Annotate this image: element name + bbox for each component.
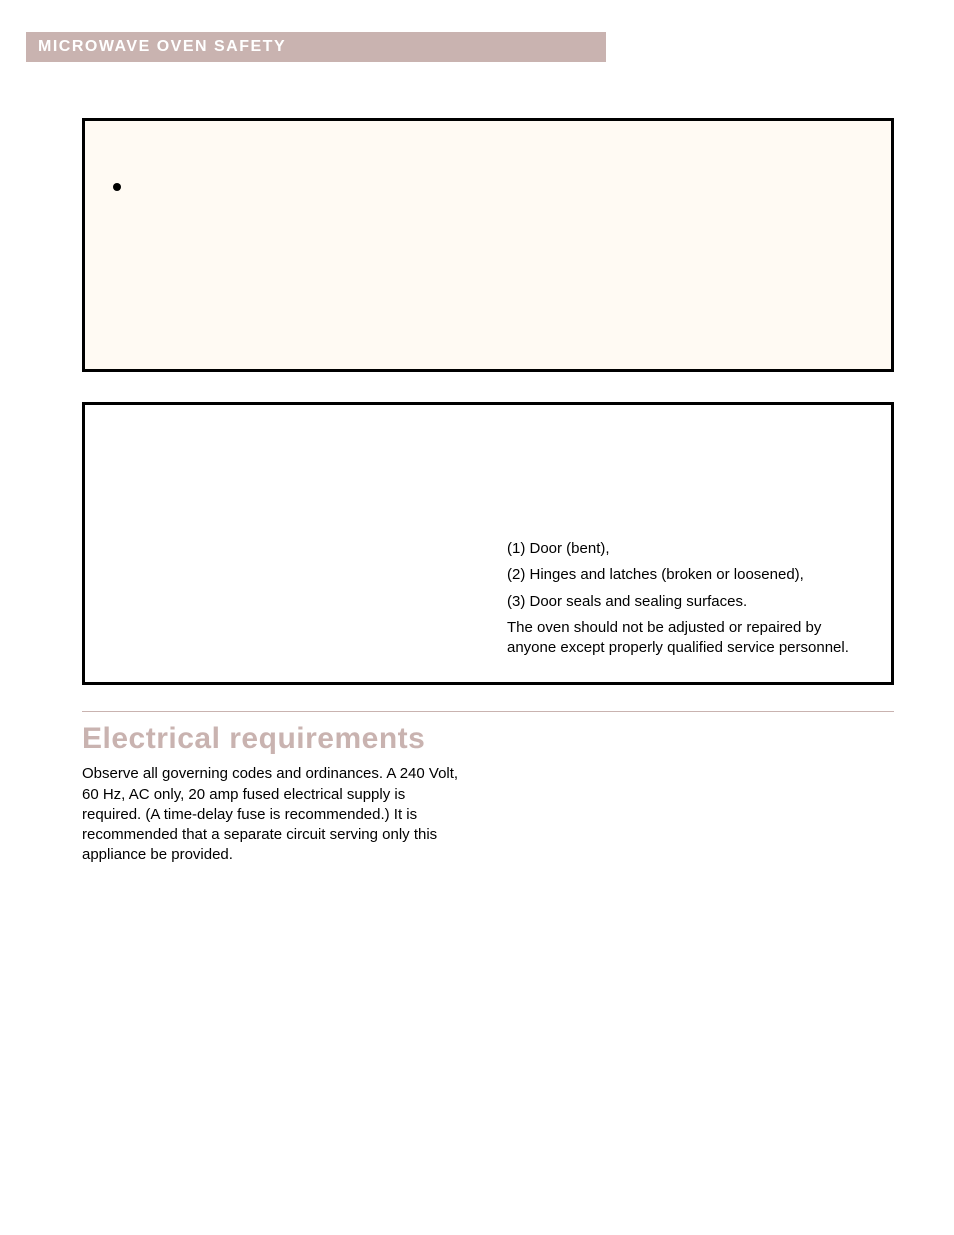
warning-box-2-right: (1) Door (bent), (2) Hinges and latches …	[507, 423, 867, 664]
electrical-body: Observe all governing codes and ordinanc…	[82, 764, 462, 865]
bullet-icon	[113, 183, 121, 191]
warning-box-2-left	[109, 423, 479, 664]
section-header-text: MICROWAVE OVEN SAFETY	[38, 38, 286, 56]
warning-box-1-content	[109, 145, 867, 345]
content-column: (1) Door (bent), (2) Hinges and latches …	[82, 118, 894, 866]
section-header-bar: MICROWAVE OVEN SAFETY	[26, 32, 606, 62]
damage-item-2: (2) Hinges and latches (broken or loosen…	[507, 565, 867, 585]
damage-item-3: (3) Door seals and sealing surfaces.	[507, 592, 867, 612]
service-note: The oven should not be adjusted or repai…	[507, 618, 867, 659]
electrical-heading: Electrical requirements	[82, 722, 894, 756]
damage-item-1: (1) Door (bent),	[507, 539, 867, 559]
warning-box-2: (1) Door (bent), (2) Hinges and latches …	[82, 402, 894, 685]
warning-box-1	[82, 118, 894, 372]
page: MICROWAVE OVEN SAFETY (1) Door (bent), (…	[0, 0, 954, 1235]
warning-box-2-columns: (1) Door (bent), (2) Hinges and latches …	[109, 423, 867, 664]
divider	[82, 711, 894, 712]
